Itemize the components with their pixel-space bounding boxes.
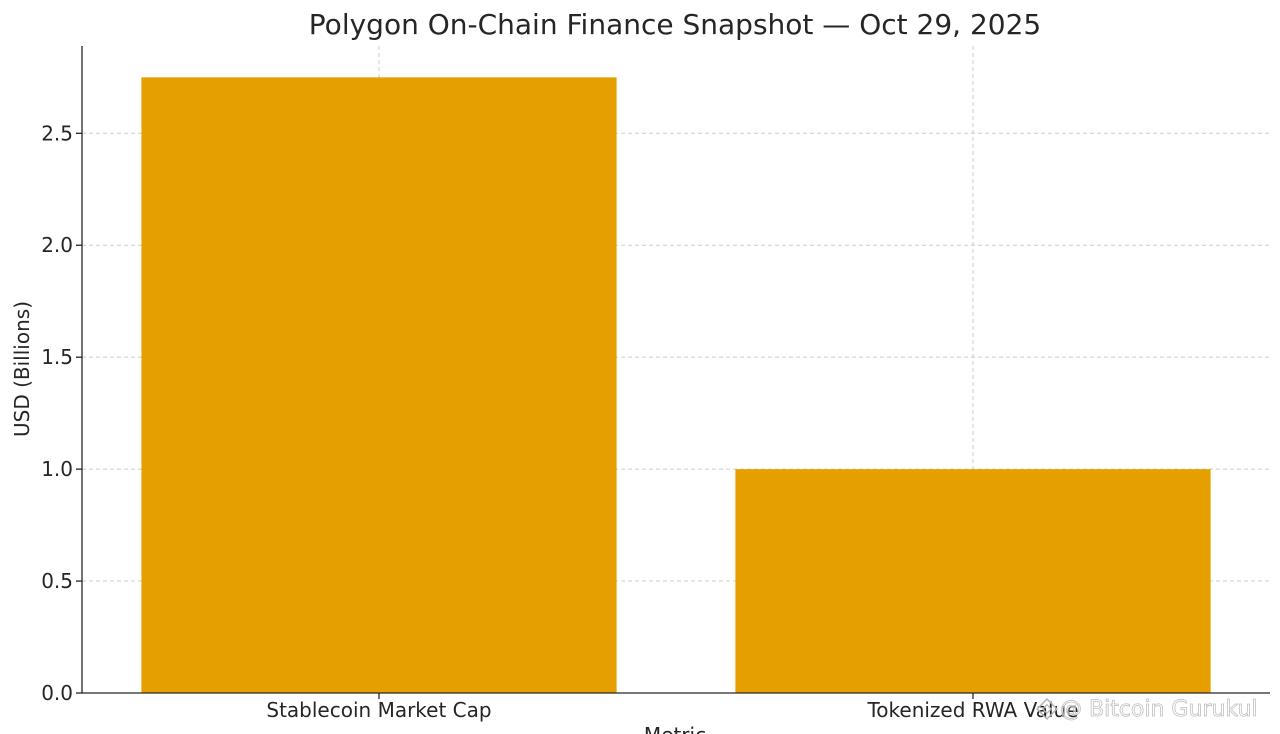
- watermark-text: @ Bitcoin Gurukul: [1060, 697, 1258, 722]
- axis-layer: [81, 46, 1270, 694]
- bar: [141, 77, 617, 694]
- x-tick-labels: Stablecoin Market Cap Tokenized RWA Value: [266, 693, 1079, 722]
- bar-layer: [141, 77, 1211, 694]
- y-tick-label: 0.5: [41, 569, 73, 593]
- chart-title: Polygon On-Chain Finance Snapshot — Oct …: [309, 8, 1041, 41]
- y-tick-label: 1.5: [41, 345, 73, 369]
- y-tick-label: 1.0: [41, 457, 73, 481]
- diamond-logo-icon: [1036, 698, 1058, 720]
- y-tick-label: 0.0: [41, 681, 73, 705]
- y-tick-labels: 0.0 0.5 1.0 1.5 2.0 2.5: [41, 121, 82, 705]
- y-tick-label: 2.0: [41, 233, 73, 257]
- y-axis-title: USD (Billions): [10, 301, 34, 437]
- bar: [735, 469, 1211, 693]
- y-tick-label: 2.5: [41, 121, 73, 145]
- x-tick-label: Stablecoin Market Cap: [266, 698, 491, 722]
- watermark: @ Bitcoin Gurukul: [1036, 697, 1258, 722]
- x-axis-title: Metric: [644, 723, 706, 734]
